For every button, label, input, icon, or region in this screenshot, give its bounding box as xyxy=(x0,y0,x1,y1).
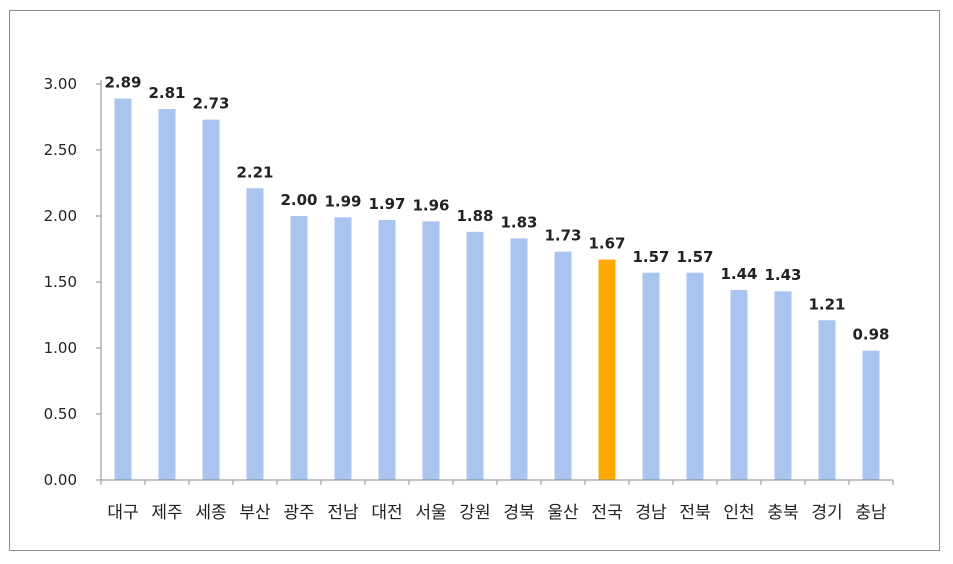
data-label: 1.67 xyxy=(588,235,625,253)
x-tick-label: 부산 xyxy=(239,503,271,523)
x-tick-label: 충북 xyxy=(767,503,798,523)
y-tick-label: 2.50 xyxy=(44,141,77,159)
bar-강원 xyxy=(466,231,484,480)
bar-경남 xyxy=(642,272,660,480)
data-label: 2.21 xyxy=(236,163,273,181)
x-tick-label: 경기 xyxy=(811,503,842,523)
data-label: 0.98 xyxy=(852,326,889,344)
bar-충남 xyxy=(862,350,880,480)
x-tick-label: 경북 xyxy=(503,503,534,523)
bar-세종 xyxy=(202,119,220,480)
y-axis: 0.00 0.50 1.00 1.50 2.00 2.50 3.00 xyxy=(44,75,102,489)
bar-대구 xyxy=(114,98,132,481)
x-tick-label: 울산 xyxy=(547,503,579,523)
data-label: 1.88 xyxy=(456,207,493,225)
bar-대전 xyxy=(378,219,396,480)
bar-전남 xyxy=(334,217,352,480)
bar-부산 xyxy=(246,188,264,480)
bar-전북 xyxy=(686,272,704,480)
x-tick-label: 충남 xyxy=(855,503,887,523)
x-tick-label: 전북 xyxy=(679,503,710,523)
bars xyxy=(114,98,880,481)
x-tick-label: 경남 xyxy=(635,503,667,523)
data-label: 1.73 xyxy=(544,227,581,245)
data-label: 1.96 xyxy=(412,196,449,214)
bar-광주 xyxy=(290,216,308,480)
data-labels: 2.89 2.81 2.73 2.21 2.00 1.99 1.97 1.96 1.88 1.83… xyxy=(104,74,889,344)
y-tick-label: 2.00 xyxy=(44,207,77,225)
bar-인천 xyxy=(730,289,748,480)
data-label: 1.44 xyxy=(720,265,757,283)
y-tick-label: 1.00 xyxy=(44,339,77,357)
x-tick-label: 대구 xyxy=(107,503,138,523)
y-tick-label: 0.00 xyxy=(44,471,77,489)
bar-경기 xyxy=(818,320,836,480)
x-tick-label: 세종 xyxy=(195,503,226,523)
data-label: 1.99 xyxy=(324,192,361,210)
y-tick-label: 3.00 xyxy=(44,75,77,93)
bar-울산 xyxy=(554,251,572,480)
data-label: 2.81 xyxy=(148,84,185,102)
x-tick-label: 전남 xyxy=(327,503,359,523)
data-label: 1.57 xyxy=(632,248,669,266)
data-label: 1.43 xyxy=(764,266,801,284)
bar-충북 xyxy=(774,291,792,480)
data-label: 1.83 xyxy=(500,213,537,231)
x-tick-label: 서울 xyxy=(415,503,446,523)
data-label: 2.73 xyxy=(192,95,229,113)
data-label: 1.57 xyxy=(676,248,713,266)
data-label: 1.97 xyxy=(368,195,405,213)
x-tick-label: 강원 xyxy=(459,503,490,523)
data-label: 2.89 xyxy=(104,74,141,92)
y-tick-label: 0.50 xyxy=(44,405,77,423)
bar-경북 xyxy=(510,238,528,480)
x-tick-label: 인천 xyxy=(723,503,754,523)
x-tick-label: 제주 xyxy=(151,503,182,523)
x-tick-label: 전국 xyxy=(591,503,622,523)
bar-전국 xyxy=(598,259,616,480)
x-tick-label: 대전 xyxy=(371,503,402,523)
bar-제주 xyxy=(158,109,176,480)
data-label: 1.21 xyxy=(808,295,845,313)
x-tick-label: 광주 xyxy=(283,503,314,523)
y-tick-label: 1.50 xyxy=(44,273,77,291)
x-axis: 대구 제주 세종 부산 광주 전남 대전 서울 강원 경북 울산 전국 경남 전북 인천 충북 경기 충남 xyxy=(100,479,894,523)
bar-서울 xyxy=(422,221,440,480)
data-label: 2.00 xyxy=(280,191,317,209)
